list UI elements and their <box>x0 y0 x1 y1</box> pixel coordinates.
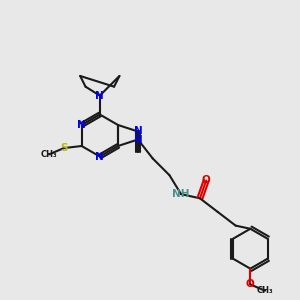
Text: N: N <box>95 152 104 161</box>
Text: CH₃: CH₃ <box>41 150 57 159</box>
Text: NH: NH <box>172 189 190 199</box>
Text: O: O <box>202 176 211 185</box>
Text: N: N <box>134 134 142 145</box>
Text: N: N <box>95 91 104 100</box>
Text: O: O <box>246 279 255 290</box>
Text: S: S <box>60 143 68 153</box>
Text: N: N <box>77 120 86 130</box>
Text: CH₃: CH₃ <box>257 286 273 295</box>
Text: N: N <box>134 127 142 136</box>
